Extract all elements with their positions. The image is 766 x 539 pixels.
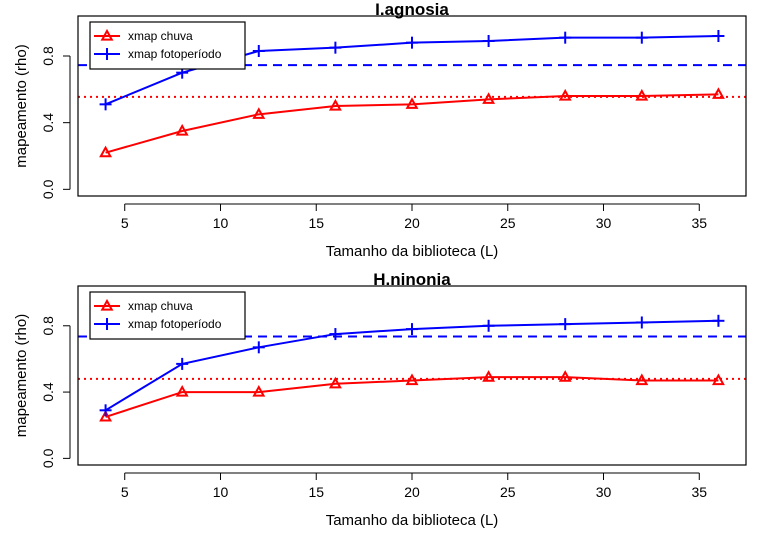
data-point-2-3: [252, 341, 265, 354]
data-point-2-4: [329, 328, 342, 341]
plot-frame: [77, 285, 747, 466]
legend-marker: [101, 318, 113, 330]
data-point-2-6: [482, 35, 495, 47]
data-point-1-6: [482, 92, 496, 104]
x-tick-label: 15: [308, 484, 324, 500]
x-tick-label: 30: [596, 215, 612, 231]
legend: xmap chuva xmap fotoperíodo: [89, 21, 246, 70]
data-point-1-4: [328, 98, 342, 111]
legend-item-2: xmap fotoperíodo: [94, 47, 222, 61]
legend-label: xmap fotoperíodo: [128, 47, 222, 61]
x-tick-label: 5: [121, 484, 129, 500]
legend-marker: [101, 48, 113, 60]
data-point-2-5: [406, 36, 418, 49]
data-point-1-7: [558, 88, 572, 101]
legend-box: [89, 291, 246, 340]
y-tick-label: 0.8: [40, 316, 56, 336]
x-tick-label: 10: [213, 484, 229, 500]
legend-marker: [100, 298, 114, 311]
legend-label: xmap chuva: [128, 299, 193, 313]
y-tick-label: 0.0: [40, 179, 56, 199]
data-point-1-2: [175, 123, 189, 136]
legend-item-2: xmap fotoperíodo: [94, 317, 222, 331]
x-tick-label: 5: [121, 215, 129, 231]
data-point-1-4: [328, 376, 342, 389]
x-tick-label: 20: [404, 484, 420, 500]
data-point-1-3: [252, 107, 266, 119]
data-point-1-6: [482, 370, 496, 382]
data-point-2-7: [559, 318, 572, 331]
y-tick-label: 0.8: [40, 46, 56, 66]
x-tick-label: 25: [500, 215, 516, 231]
data-point-1-7: [558, 370, 572, 382]
data-point-1-9: [711, 87, 725, 99]
y-tick-label: 0.4: [40, 113, 56, 133]
x-tick-label: 10: [213, 215, 229, 231]
data-point-2-5: [406, 323, 418, 336]
legend-label: xmap fotoperíodo: [128, 317, 222, 331]
series-line-1: [105, 93, 719, 154]
data-point-2-9: [712, 314, 725, 327]
series-line-1: [105, 376, 719, 418]
plot-frame: [77, 15, 747, 197]
y-axis-label: mapeamento (rho): [13, 44, 30, 167]
y-tick-label: 0.0: [40, 448, 56, 468]
chart-title: I.agnosia: [375, 0, 449, 19]
x-tick-label: 15: [308, 215, 324, 231]
x-axis-label: Tamanho da biblioteca (L): [326, 243, 499, 260]
chart-title: H.ninonia: [373, 270, 451, 289]
x-tick-label: 20: [404, 215, 420, 231]
data-point-2-4: [329, 41, 342, 54]
chart-panel-1: 5 10 15 20 25 30 35 0.0 0.4 0.8 Tamanho da bibliot…: [13, 0, 747, 260]
data-point-2-6: [482, 319, 495, 332]
data-point-1-8: [635, 88, 649, 101]
legend-label: xmap chuva: [128, 29, 193, 43]
x-axis-label: Tamanho da biblioteca (L): [326, 512, 499, 529]
x-tick-label: 35: [691, 215, 707, 231]
data-point-1-8: [635, 373, 649, 386]
legend: xmap chuva xmap fotoperíodo: [89, 291, 246, 340]
data-point-1-1: [99, 145, 113, 158]
data-point-2-8: [635, 316, 648, 329]
data-point-2-1: [99, 98, 112, 111]
data-point-2-8: [635, 31, 648, 44]
x-tick-label: 25: [500, 484, 516, 500]
legend-item-1: xmap chuva: [94, 28, 193, 43]
x-tick-label: 30: [596, 484, 612, 500]
y-tick-label: 0.4: [40, 382, 56, 402]
data-point-1-5: [405, 97, 419, 109]
data-point-2-1: [99, 404, 112, 417]
legend-box: [89, 21, 246, 70]
data-point-1-5: [405, 373, 419, 386]
data-point-2-9: [712, 30, 725, 42]
data-point-1-1: [99, 409, 113, 422]
y-axis-label: mapeamento (rho): [13, 314, 30, 437]
data-point-2-7: [559, 31, 572, 44]
legend-item-1: xmap chuva: [94, 298, 193, 313]
data-point-1-2: [175, 385, 189, 397]
data-point-1-9: [711, 373, 725, 386]
chart-panel-2: 5 10 15 20 25 30 35 0.0 0.4 0.8 Tamanho da bibliot…: [13, 270, 747, 529]
data-point-2-3: [252, 45, 265, 57]
data-point-1-3: [252, 385, 266, 397]
x-tick-label: 35: [691, 484, 707, 500]
data-point-2-2: [176, 357, 189, 370]
legend-marker: [100, 28, 114, 41]
